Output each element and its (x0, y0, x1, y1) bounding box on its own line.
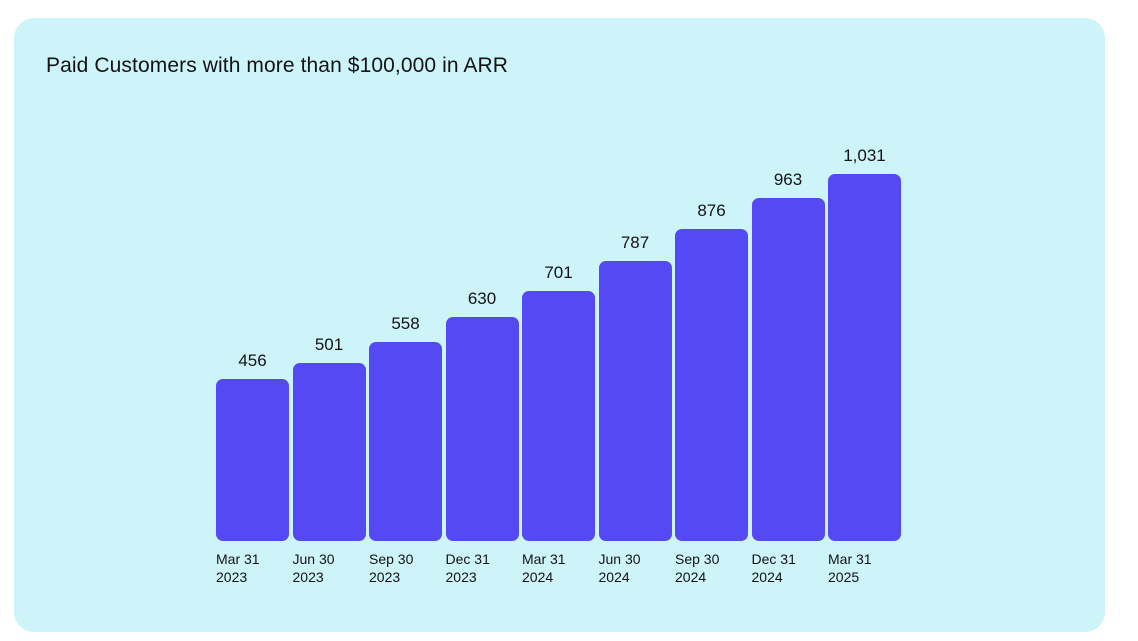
bar-value-label: 456 (238, 351, 267, 370)
x-axis-label: Jun 30 2023 (292, 551, 335, 585)
x-axis-label: Sep 30 2023 (369, 551, 414, 585)
x-axis-label: Mar 31 2025 (828, 551, 872, 585)
bar-value-label: 630 (467, 289, 497, 308)
bar-column: 558 Sep 30 2023 (369, 314, 442, 586)
bar (828, 174, 901, 541)
bar (751, 198, 825, 541)
bar-column: 501 Jun 30 2023 (292, 335, 366, 586)
bar (445, 317, 519, 541)
x-axis-label: Sep 30 2024 (675, 551, 720, 585)
bar-column: 876 Sep 30 2024 (675, 201, 748, 586)
bar-value-label: 787 (620, 233, 650, 252)
x-axis-label: Jun 30 2024 (598, 551, 641, 585)
x-axis-label: Mar 31 2023 (216, 551, 260, 585)
bar (522, 291, 595, 541)
bar (675, 229, 748, 541)
bar (369, 342, 442, 541)
bar-value-label: 963 (773, 170, 803, 189)
bar-column: 630 Dec 31 2023 (445, 289, 519, 586)
bar (598, 261, 672, 541)
x-axis-label: Dec 31 2023 (445, 551, 490, 585)
bar (216, 379, 289, 541)
bar-column: 701 Mar 31 2024 (522, 263, 595, 586)
bar-column: 963 Dec 31 2024 (751, 170, 825, 586)
bar-column: 787 Jun 30 2024 (598, 233, 672, 586)
bar-value-label: 701 (544, 263, 573, 282)
x-axis-label: Mar 31 2024 (522, 551, 566, 585)
bar-value-label: 501 (314, 335, 344, 354)
bar-column: 456 Mar 31 2023 (216, 351, 289, 586)
bar-value-label: 1,031 (843, 146, 886, 165)
bar-value-label: 876 (697, 201, 726, 220)
x-axis-label: Dec 31 2024 (751, 551, 796, 585)
bar-chart: 456 Mar 31 2023 501 Jun 30 2023 558 Sep 30 20… (216, 146, 901, 586)
bar (292, 363, 366, 541)
chart-card: Paid Customers with more than $100,000 i… (14, 18, 1105, 632)
bar-column: 1,031 Mar 31 2025 (828, 146, 901, 586)
chart-title: Paid Customers with more than $100,000 i… (46, 54, 509, 77)
bar-value-label: 558 (391, 314, 420, 333)
